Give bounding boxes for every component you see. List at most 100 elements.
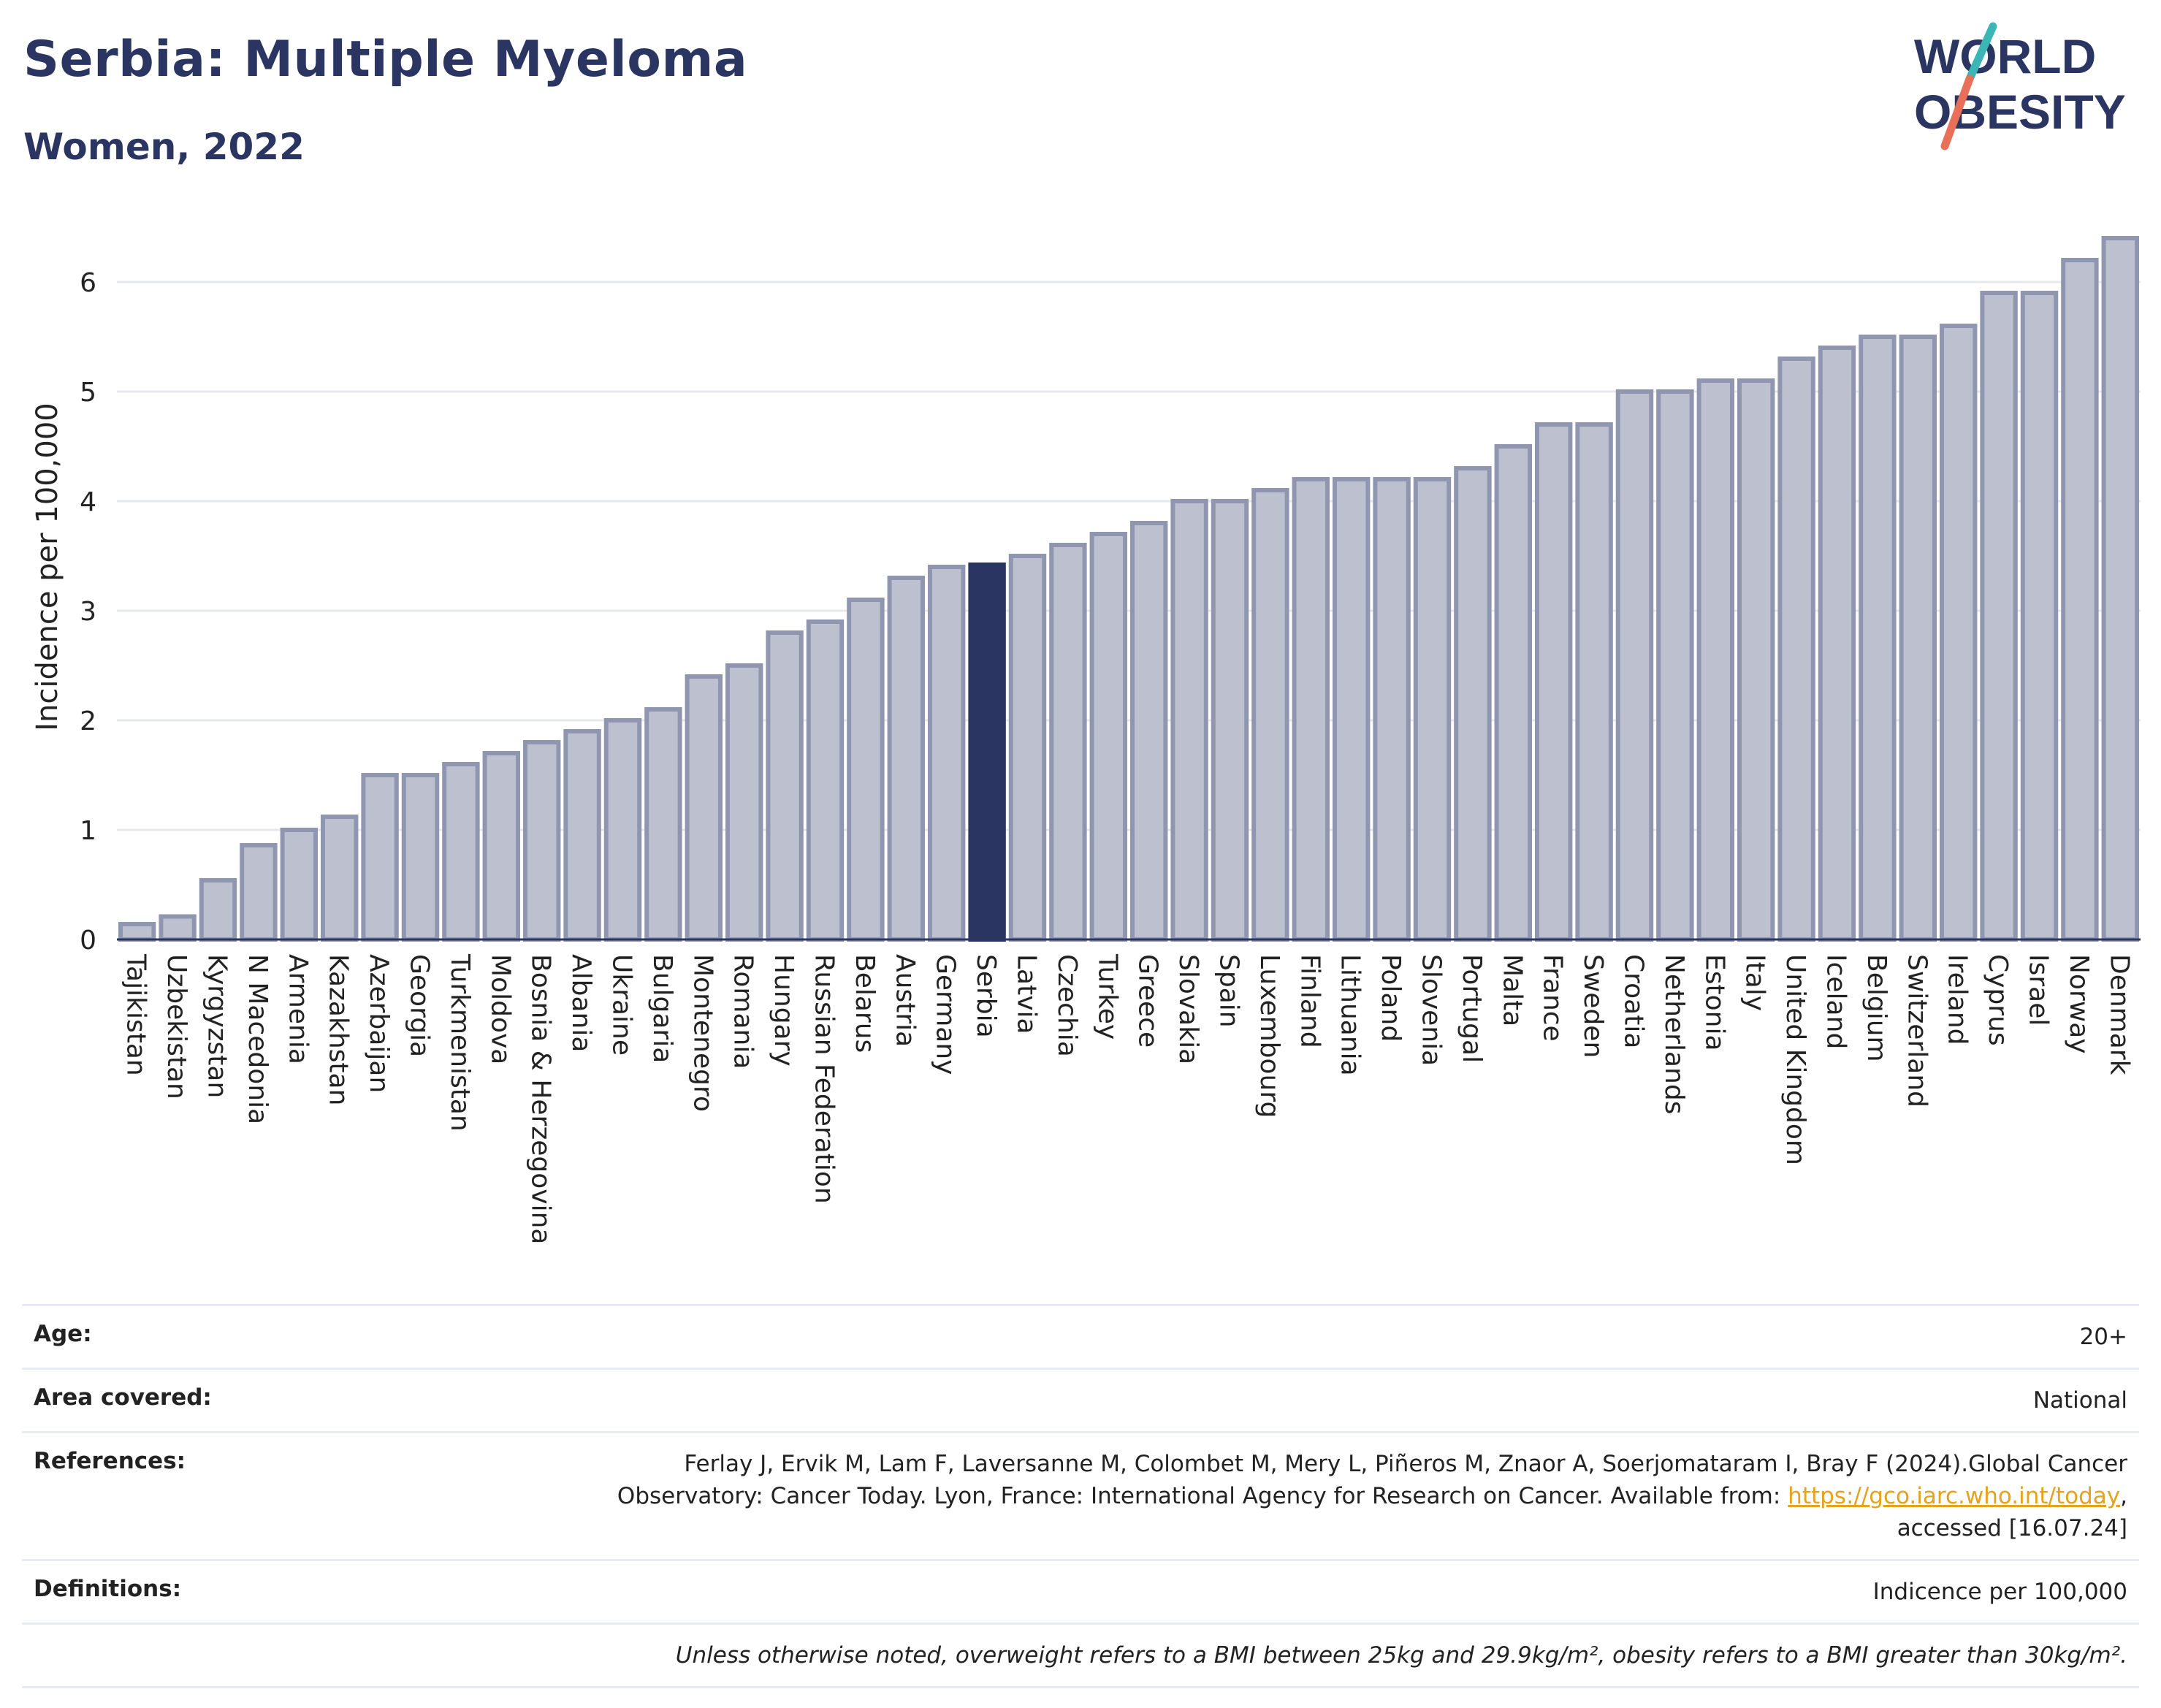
bar — [1251, 488, 1289, 942]
bar — [2061, 258, 2099, 942]
x-tick-label: France — [1538, 954, 1568, 1042]
x-tick-label: Hungary — [769, 954, 799, 1067]
bar — [320, 815, 359, 942]
bar — [361, 773, 399, 942]
x-tick-label: Russian Federation — [809, 954, 839, 1204]
bar — [1129, 521, 1168, 942]
x-tick-label: Netherlands — [1659, 954, 1689, 1114]
bar — [199, 878, 237, 942]
area-value: National — [411, 1368, 2139, 1433]
x-tick-label: Slovenia — [1417, 954, 1447, 1066]
bar — [927, 565, 966, 942]
meta-row-age: Age: 20+ — [22, 1304, 2139, 1369]
x-tick-label: Latvia — [1012, 954, 1042, 1034]
bar — [280, 828, 319, 942]
references-line1: Ferlay J, Ervik M, Lam F, Laversanne M, … — [684, 1451, 2127, 1477]
bar — [1656, 389, 1694, 942]
bar — [1494, 444, 1533, 942]
x-tick-label: Tajikistan — [121, 953, 151, 1076]
x-tick-label: Turkey — [1092, 953, 1122, 1040]
meta-row-area: Area covered: National — [22, 1368, 2139, 1433]
logo-slash-red — [1940, 75, 1974, 150]
logo-line1: WORLD — [1914, 29, 2096, 83]
x-tick-label: Austria — [890, 954, 920, 1047]
x-tick-label: Italy — [1740, 954, 1770, 1011]
bar — [159, 914, 197, 942]
x-tick-label: Armenia — [283, 954, 313, 1064]
bar — [1615, 389, 1654, 942]
chart-subtitle: Women, 2022 — [23, 126, 305, 168]
bar — [1859, 335, 1897, 942]
bar — [1049, 543, 1087, 942]
bar — [1899, 335, 1937, 942]
x-tick-label: Turkmenistan — [445, 953, 475, 1132]
y-tick-label: 2 — [80, 706, 96, 736]
x-tick-label: Azerbaijan — [364, 954, 394, 1093]
bar — [1696, 378, 1735, 942]
x-tick-label: Kyrgyzstan — [202, 954, 232, 1098]
x-tick-label: Georgia — [405, 954, 435, 1057]
x-tick-label: United Kingdom — [1780, 954, 1810, 1165]
x-tick-label: Germany — [931, 954, 961, 1075]
x-tick-label: Greece — [1133, 954, 1163, 1048]
note-spacer — [22, 1623, 411, 1688]
x-tick-label: Sweden — [1578, 954, 1608, 1058]
definitions-value: Indicence per 100,000 — [411, 1559, 2139, 1624]
bar — [2101, 236, 2140, 942]
bar — [1292, 477, 1330, 942]
x-tick-label: Poland — [1376, 954, 1406, 1042]
bar — [887, 576, 926, 942]
bar — [1413, 477, 1452, 942]
meta-row-definitions: Definitions: Indicence per 100,000 — [22, 1559, 2139, 1624]
bar — [1332, 477, 1371, 942]
bar — [1980, 291, 2018, 942]
bar — [563, 729, 601, 942]
bar-chart: 0 1 2 3 4 5 6 Incidence per 100,000 Tajikistan Uz… — [31, 236, 2141, 1244]
bar — [1089, 532, 1128, 942]
bar — [1939, 324, 1978, 942]
x-tick-label: Denmark — [2104, 954, 2134, 1075]
references-link[interactable]: https://gco.iarc.who.int/today — [1788, 1483, 2121, 1509]
x-tick-label: Malta — [1497, 954, 1527, 1026]
x-tick-label: Serbia — [971, 954, 1001, 1038]
x-tick-label: Uzbekistan — [161, 954, 191, 1099]
bar — [1454, 466, 1492, 942]
references-label: References: — [22, 1431, 411, 1560]
bar — [240, 843, 278, 942]
bar — [1170, 499, 1208, 942]
y-tick-label: 3 — [80, 597, 96, 627]
x-tick-label: Norway — [2064, 954, 2094, 1054]
bar — [1818, 346, 1856, 942]
bar — [1777, 357, 1815, 942]
bar — [1373, 477, 1411, 942]
x-tick-label: Moldova — [485, 954, 515, 1064]
x-tick-label: Kazakhstan — [324, 954, 354, 1105]
bar — [806, 619, 845, 942]
bar — [725, 663, 763, 942]
y-axis-label: Incidence per 100,000 — [31, 403, 64, 731]
x-tick-label: Luxembourg — [1254, 954, 1284, 1118]
bar — [1211, 499, 1249, 942]
bar — [401, 773, 440, 942]
world-obesity-logo: WORLD OBESITY — [1914, 22, 2126, 150]
x-tick-label: Bosnia & Herzegovina — [526, 954, 556, 1244]
y-tick-label: 1 — [80, 816, 96, 846]
x-tick-label: Ukraine — [607, 954, 637, 1056]
bar — [847, 598, 885, 942]
x-tick-label: N Macedonia — [243, 954, 272, 1124]
x-tick-label: Estonia — [1699, 954, 1729, 1051]
y-tick-label: 5 — [80, 378, 96, 408]
bar — [442, 762, 480, 942]
chart-title: Serbia: Multiple Myeloma — [23, 31, 748, 88]
bar — [685, 674, 723, 942]
references-line2: Observatory: Cancer Today. Lyon, France:… — [617, 1483, 1781, 1509]
x-tick-label: Croatia — [1619, 954, 1649, 1048]
bar — [1737, 378, 1775, 942]
x-tick-label: Finland — [1295, 954, 1325, 1048]
metadata-table: Age: 20+ Area covered: National Referenc… — [22, 1304, 2139, 1688]
bmi-note: Unless otherwise noted, overweight refer… — [411, 1623, 2139, 1688]
bar — [1534, 422, 1573, 942]
logo-slash-teal — [1965, 22, 1997, 83]
x-tick-label: Belgium — [1861, 954, 1891, 1062]
y-tick-label: 0 — [80, 926, 96, 956]
